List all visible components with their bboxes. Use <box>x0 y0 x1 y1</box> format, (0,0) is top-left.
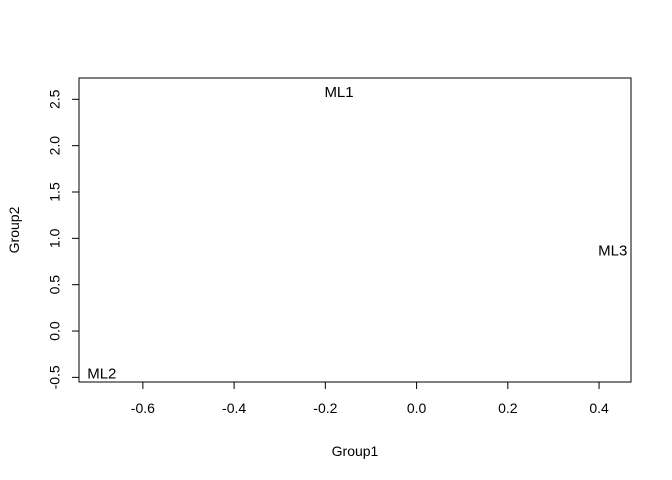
y-tick-label: -0.5 <box>47 365 63 389</box>
point-label-ml2: ML2 <box>87 366 116 383</box>
y-axis-title: Group2 <box>6 206 22 253</box>
x-tick-label: 0.0 <box>407 400 427 416</box>
point-label-ml3: ML3 <box>598 242 627 259</box>
y-tick-label: 1.5 <box>47 182 63 202</box>
y-tick-label: 0.0 <box>47 321 63 341</box>
y-tick-label: 0.5 <box>47 275 63 295</box>
point-label-ml1: ML1 <box>324 84 353 101</box>
x-tick-label: 0.4 <box>589 400 609 416</box>
point-labels: ML1 ML2 ML3 <box>87 84 627 383</box>
x-tick-label: -0.2 <box>313 400 337 416</box>
y-tick-label: 2.0 <box>47 136 63 156</box>
x-axis: -0.6 -0.4 -0.2 0.0 0.2 0.4 <box>131 381 609 416</box>
x-tick-label: 0.2 <box>498 400 518 416</box>
x-axis-title: Group1 <box>332 443 379 459</box>
x-tick-label: -0.6 <box>131 400 155 416</box>
y-tick-label: 2.5 <box>47 89 63 109</box>
x-tick-label: -0.4 <box>222 400 246 416</box>
y-tick-label: 1.0 <box>47 228 63 248</box>
y-axis: -0.5 0.0 0.5 1.0 1.5 2.0 2.5 <box>47 89 80 389</box>
plot-box <box>78 77 632 383</box>
